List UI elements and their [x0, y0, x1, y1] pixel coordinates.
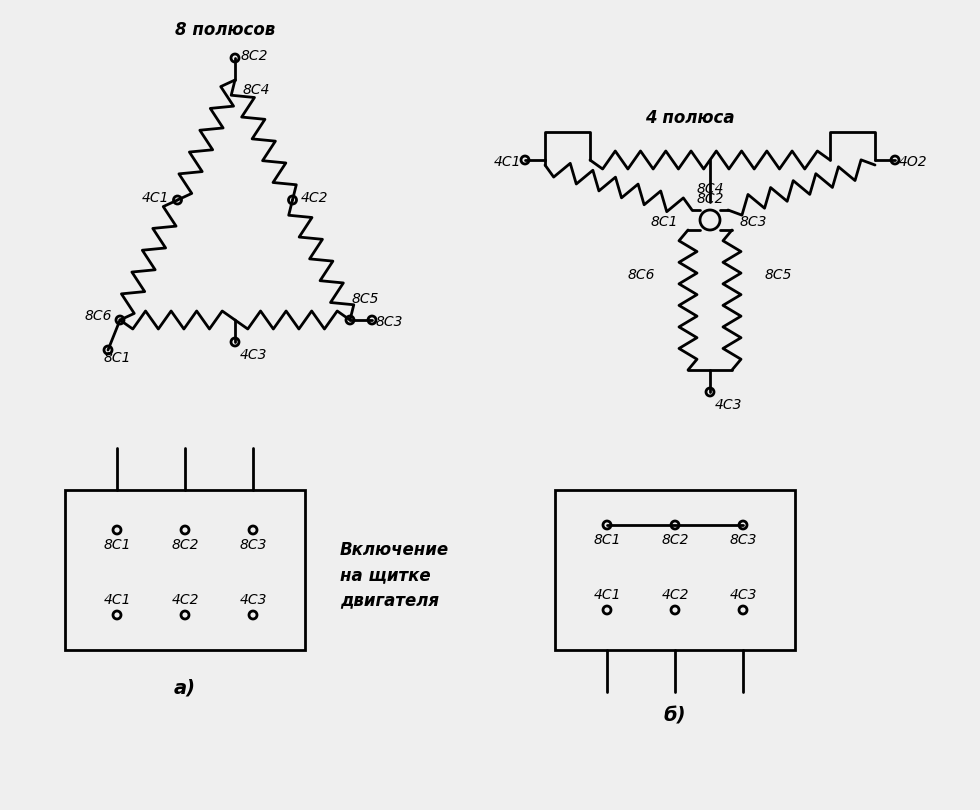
Text: 4С1: 4С1	[142, 191, 170, 205]
Text: 8 полюсов: 8 полюсов	[174, 21, 275, 39]
Text: 8С2: 8С2	[696, 192, 724, 206]
Text: 8С2: 8С2	[662, 533, 689, 547]
Text: 4С1: 4С1	[494, 155, 521, 169]
Text: 4С1: 4С1	[593, 588, 620, 602]
Text: 8С1: 8С1	[103, 538, 130, 552]
Text: 4С2: 4С2	[172, 593, 199, 607]
Text: 4С3: 4С3	[729, 588, 757, 602]
Text: а): а)	[174, 678, 196, 697]
Text: б): б)	[663, 706, 686, 725]
Text: 8С6: 8С6	[84, 309, 112, 323]
Text: Включение
на щитке
двигателя: Включение на щитке двигателя	[340, 541, 449, 609]
Text: 8С2: 8С2	[241, 49, 269, 63]
Text: 8С2: 8С2	[172, 538, 199, 552]
Text: 4С3: 4С3	[240, 348, 268, 362]
Text: 8С4: 8С4	[696, 182, 724, 196]
Text: 4С2: 4С2	[662, 588, 689, 602]
Text: 4О2: 4О2	[899, 155, 928, 169]
Bar	[65, 490, 305, 650]
Text: 8С1: 8С1	[593, 533, 620, 547]
Text: 4 полюса: 4 полюса	[645, 109, 735, 127]
Text: 8С1: 8С1	[651, 215, 678, 229]
Text: 4С1: 4С1	[103, 593, 130, 607]
Text: 8С3: 8С3	[376, 315, 404, 329]
Text: 8С3: 8С3	[239, 538, 267, 552]
Text: 4С3: 4С3	[715, 398, 743, 412]
Text: 8С5: 8С5	[765, 268, 793, 282]
Text: 8С1: 8С1	[104, 351, 131, 365]
Text: 8С6: 8С6	[627, 268, 655, 282]
Text: 8С5: 8С5	[352, 292, 379, 306]
Text: 8С3: 8С3	[729, 533, 757, 547]
Text: 4С3: 4С3	[239, 593, 267, 607]
Text: 8С3: 8С3	[740, 215, 767, 229]
Text: 8С4: 8С4	[243, 83, 270, 97]
Text: 4С2: 4С2	[301, 191, 328, 205]
Bar	[555, 490, 795, 650]
